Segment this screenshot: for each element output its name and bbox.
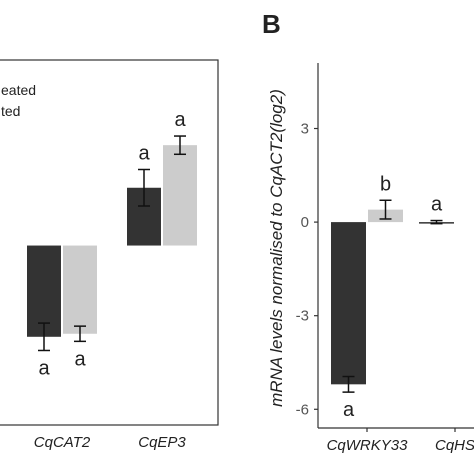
bar: [331, 222, 366, 385]
bar: [163, 145, 197, 246]
panel-a: eated ted CqCAT2 a a CqEP3 a a: [0, 59, 219, 451]
panel-b-plot-area: 3 0 -3 -6 CqWRKY33 a b CqHS a: [296, 121, 474, 454]
x-category-label: CqWRKY33: [327, 437, 409, 454]
panel-a-legend: eated ted: [1, 82, 36, 119]
x-category-label: CqEP3: [138, 434, 186, 451]
legend-label-2: ted: [1, 103, 20, 119]
panel-b-letter: B: [262, 9, 281, 39]
panel-a-frame: [0, 59, 219, 426]
significance-letter: a: [343, 399, 355, 421]
panel-a-plot-area: CqCAT2 a a CqEP3 a a: [27, 109, 197, 451]
significance-letter: a: [138, 143, 150, 165]
y-tick-label: -3: [296, 308, 309, 325]
significance-letter: a: [74, 348, 86, 370]
y-tick-label: -6: [296, 401, 309, 418]
x-category-label: CqHS: [435, 437, 474, 454]
significance-letter: b: [380, 173, 391, 195]
significance-letter: a: [431, 194, 443, 216]
panel-b-y-axis-label: mRNA levels normalised to CqACT2(log2): [267, 89, 286, 407]
panel-b: B mRNA levels normalised to CqACT2(log2)…: [262, 9, 474, 454]
y-tick-label: 0: [301, 214, 309, 231]
y-tick-label: 3: [301, 121, 309, 138]
x-category-label: CqCAT2: [34, 434, 91, 451]
bar: [27, 245, 61, 337]
bar: [63, 245, 97, 334]
significance-letter: a: [174, 109, 186, 131]
legend-label-1: eated: [1, 82, 36, 98]
significance-letter: a: [38, 357, 50, 379]
